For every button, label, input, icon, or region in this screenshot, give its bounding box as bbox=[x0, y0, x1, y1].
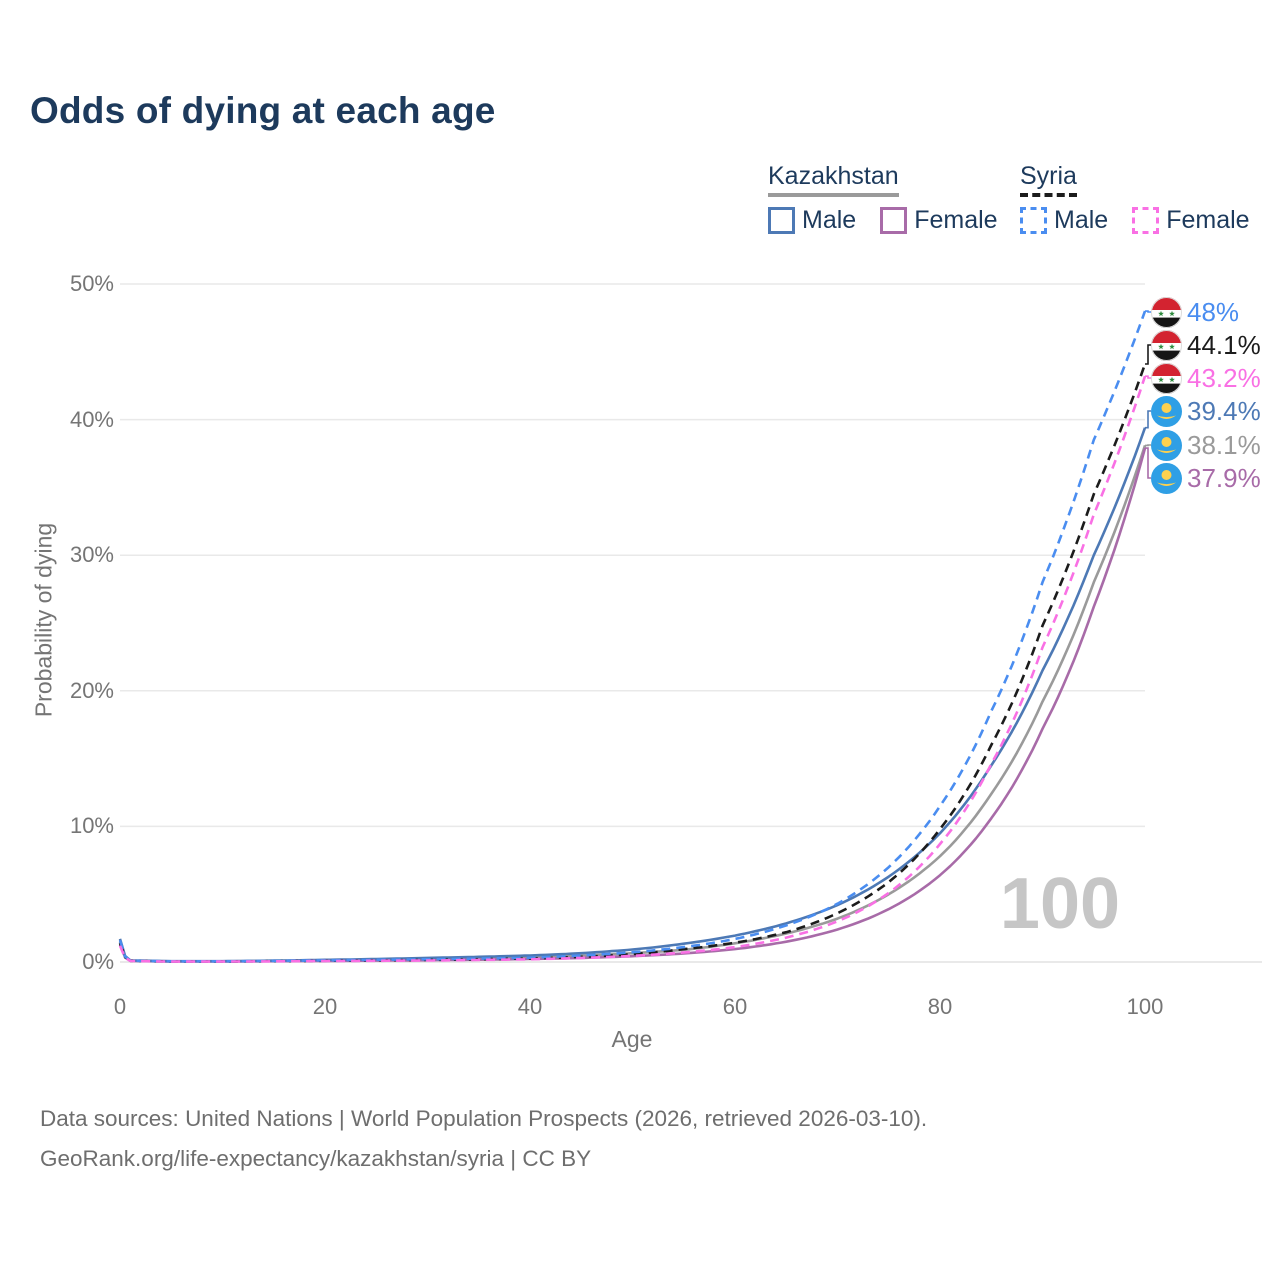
end-label-value: 39.4% bbox=[1187, 396, 1261, 426]
legend-item-label: Male bbox=[1054, 206, 1109, 234]
x-axis-tick-80: 80 bbox=[927, 994, 953, 1019]
end-label-value: 44.1% bbox=[1187, 330, 1261, 360]
end-label-connector-kazakhstan-female bbox=[1145, 447, 1151, 479]
series-line-syria-male bbox=[118, 310, 1147, 963]
footer-source-line: Data sources: United Nations | World Pop… bbox=[40, 1106, 928, 1131]
kazakhstan-flag-icon bbox=[1151, 429, 1182, 461]
series-line-kazakhstan-female bbox=[118, 447, 1147, 963]
end-label-row-kazakhstan-female: 37.9% bbox=[1151, 461, 1261, 495]
syria-female-swatch-icon bbox=[1132, 207, 1160, 234]
legend-group-kazakhstan: Kazakhstan Male Female bbox=[768, 162, 998, 235]
end-label-connector-syria-female bbox=[1145, 375, 1151, 379]
series-line-syria-both-sexes bbox=[118, 363, 1147, 963]
page-title: Odds of dying at each age bbox=[30, 90, 496, 131]
legend-item-label: Male bbox=[802, 206, 857, 234]
legend-country-kazakhstan: Kazakhstan bbox=[768, 162, 899, 197]
legend-item-label: Female bbox=[1166, 206, 1250, 234]
end-label-connector-kazakhstan-male bbox=[1145, 410, 1151, 429]
x-axis-tick-0: 0 bbox=[113, 994, 127, 1019]
end-label-connector-syria-both-sexes bbox=[1145, 344, 1151, 365]
legend-item-syria-male[interactable]: Male bbox=[1020, 206, 1108, 235]
x-axis-tick-40: 40 bbox=[517, 994, 543, 1019]
syria-flag-icon bbox=[1151, 296, 1182, 328]
y-axis-tick-30%: 30% bbox=[69, 542, 114, 568]
series-line-kazakhstan-male bbox=[118, 427, 1147, 963]
legend-item-kazakhstan-male[interactable]: Male bbox=[768, 206, 856, 235]
end-label-value: 37.9% bbox=[1187, 463, 1261, 493]
footer-license-line: GeoRank.org/life-expectancy/kazakhstan/s… bbox=[40, 1146, 592, 1171]
end-label-row-kazakhstan-both-sexes: 38.1% bbox=[1151, 428, 1261, 462]
end-label-value: 43.2% bbox=[1187, 363, 1261, 393]
end-label-row-syria-female: 43.2% bbox=[1151, 361, 1261, 395]
legend-item-syria-female[interactable]: Female bbox=[1132, 206, 1250, 235]
legend-item-kazakhstan-female[interactable]: Female bbox=[880, 206, 998, 235]
y-axis-tick-50%: 50% bbox=[69, 271, 114, 296]
legend-country-syria: Syria bbox=[1020, 162, 1077, 197]
kazakhstan-male-swatch-icon bbox=[768, 207, 795, 234]
legend-item-label: Female bbox=[914, 206, 998, 234]
end-label-row-syria-male: 48% bbox=[1151, 295, 1239, 329]
legend-group-syria: Syria Male Female bbox=[1020, 162, 1250, 235]
end-label-row-syria-both-sexes: 44.1% bbox=[1151, 328, 1261, 362]
kazakhstan-flag-icon bbox=[1151, 462, 1182, 494]
x-axis-tick-100: 100 bbox=[1126, 994, 1164, 1019]
y-axis-tick-10%: 10% bbox=[69, 813, 114, 839]
end-label-value: 38.1% bbox=[1187, 430, 1261, 460]
series-line-syria-female bbox=[118, 375, 1147, 963]
syria-male-swatch-icon bbox=[1020, 207, 1047, 234]
age-watermark: 100 bbox=[999, 864, 1121, 944]
syria-flag-icon bbox=[1151, 362, 1182, 394]
end-label-row-kazakhstan-male: 39.4% bbox=[1151, 394, 1261, 428]
y-axis-tick-40%: 40% bbox=[69, 406, 114, 432]
y-axis-tick-0%: 0% bbox=[82, 949, 114, 974]
x-axis-tick-60: 60 bbox=[722, 994, 748, 1019]
kazakhstan-flag-icon bbox=[1151, 395, 1182, 427]
end-label-value: 48% bbox=[1187, 297, 1240, 327]
x-axis-tick-20: 20 bbox=[312, 994, 338, 1019]
syria-flag-icon bbox=[1151, 329, 1182, 361]
y-axis-title: Probability of dying bbox=[30, 522, 57, 718]
kazakhstan-female-swatch-icon bbox=[880, 207, 908, 234]
y-axis-tick-20%: 20% bbox=[69, 677, 114, 703]
x-axis-title: Age bbox=[611, 1026, 653, 1052]
end-label-connector-syria-male bbox=[1145, 310, 1151, 313]
series-line-kazakhstan-both-sexes bbox=[118, 444, 1147, 963]
